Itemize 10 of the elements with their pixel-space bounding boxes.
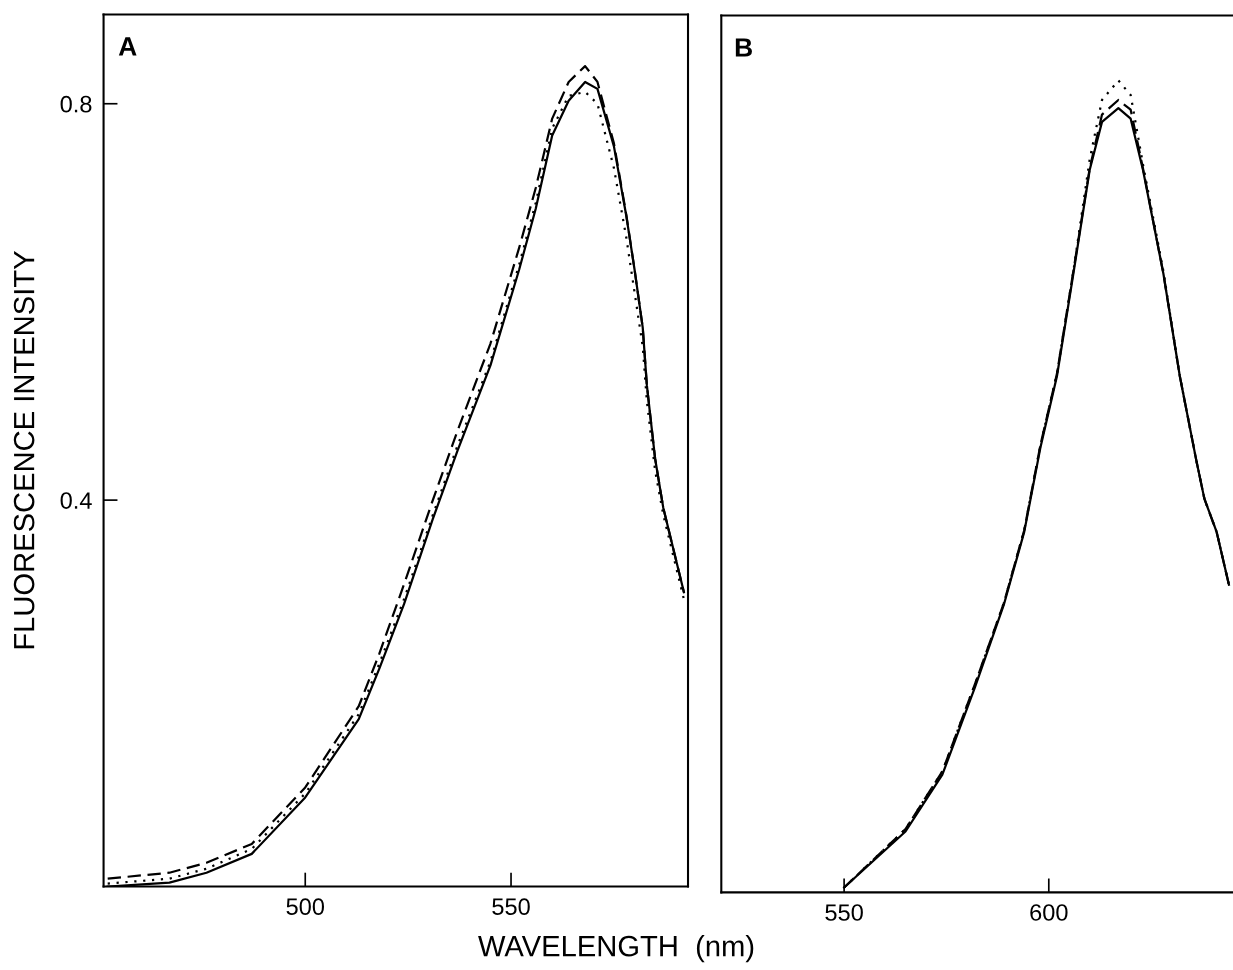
y-tick-label: 0.8 [60,95,92,113]
x-axis-title: WAVELENGTH (nm) [478,935,754,963]
text: B [735,38,752,57]
annotation: A [118,37,137,56]
x-tick-label: 550 [492,898,530,916]
x-tick-label: 550 [825,904,863,921]
y-axis-title: FLUORESCENCE INTENSITY [13,251,35,649]
x-tick-label: 500 [286,898,325,916]
y-tick-label: 0.4 [60,492,92,509]
x-tick-label: 600 [1030,904,1068,921]
